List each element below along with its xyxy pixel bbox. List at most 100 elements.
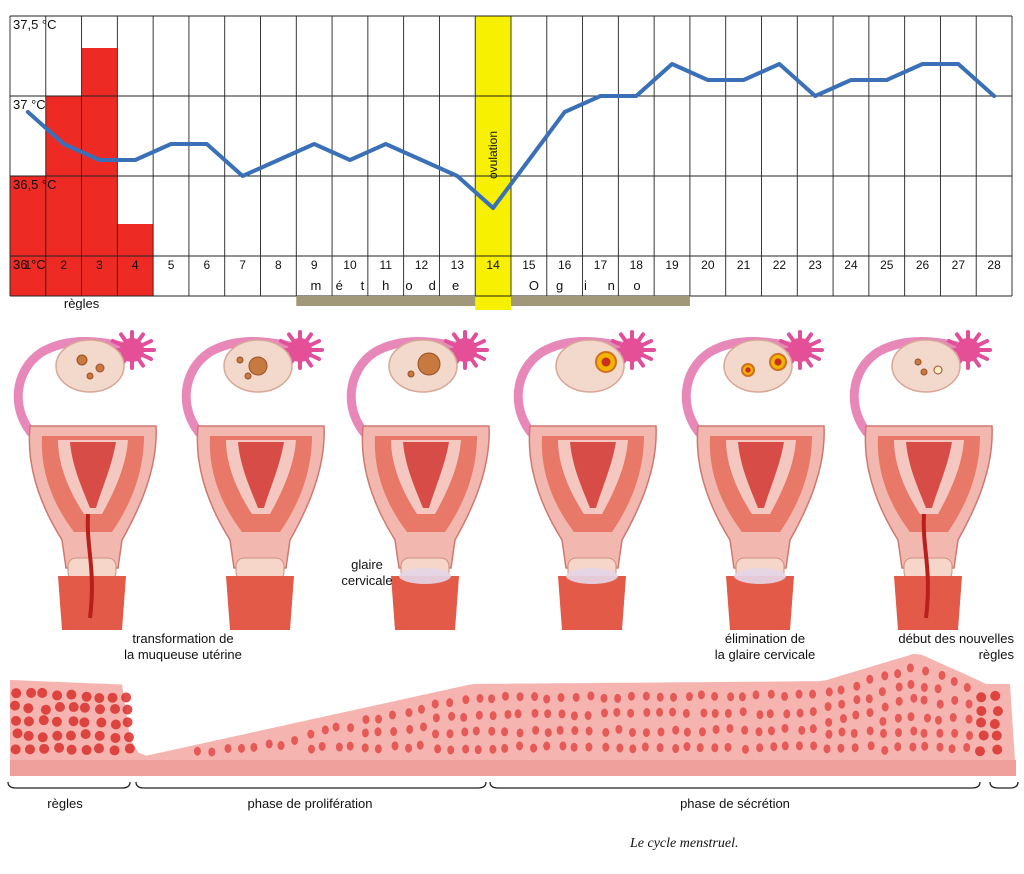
endometrial-gland: [37, 732, 48, 743]
endometrial-gland: [879, 716, 887, 726]
endometrial-gland: [37, 687, 48, 698]
temperature-tick-label: 36 °C: [13, 257, 46, 272]
phase-bracket: [989, 781, 1019, 789]
endometrial-gland: [837, 743, 845, 753]
endometrium-layer: [10, 653, 1016, 776]
endometrial-gland: [448, 711, 456, 721]
endometrial-gland: [23, 703, 34, 714]
endometrial-gland: [462, 744, 470, 754]
glaire-cervicale-label: glaire cervicale: [341, 557, 393, 588]
endometrial-gland: [122, 704, 133, 715]
endometrial-gland: [557, 693, 565, 703]
ovary-uterus-illustration: [681, 330, 825, 630]
endometrial-gland: [361, 728, 369, 738]
day-label: 18: [630, 258, 644, 272]
day-label: 2: [60, 258, 67, 272]
endometrial-gland: [767, 689, 775, 699]
endometrial-gland: [391, 741, 399, 751]
endometrial-gland: [992, 706, 1003, 717]
endometrial-gland: [711, 691, 719, 701]
endometrial-gland: [224, 743, 232, 753]
endometrial-gland: [921, 741, 929, 751]
endometrial-gland: [696, 743, 704, 753]
endometrial-gland: [629, 744, 637, 754]
endometrial-gland: [446, 729, 454, 739]
endometrial-gland: [472, 726, 480, 736]
endometrial-gland: [672, 725, 680, 735]
ovary: [891, 339, 961, 393]
endometrial-gland: [291, 735, 299, 745]
endometrial-gland: [642, 728, 650, 738]
endometrial-gland: [501, 691, 509, 701]
endometrial-gland: [434, 744, 442, 754]
endometrial-gland: [122, 717, 133, 728]
endometrial-gland: [446, 698, 454, 708]
endometrial-gland: [460, 712, 468, 722]
endometrial-gland: [9, 700, 20, 711]
endometrial-gland: [656, 707, 664, 717]
endometrial-gland: [10, 744, 21, 755]
endometrial-gland: [208, 747, 216, 757]
phase-secretion-label: phase de sécrétion: [680, 796, 790, 811]
ovulation-label: ovulation: [486, 131, 500, 179]
endometrial-gland: [770, 742, 778, 752]
endometrial-gland: [823, 744, 831, 754]
endometrial-gland: [432, 729, 440, 739]
endometrial-gland: [963, 683, 971, 693]
endometrial-gland: [853, 695, 861, 705]
endometrial-gland: [109, 745, 120, 756]
endometrial-gland: [81, 691, 92, 702]
endometrial-gland: [697, 690, 705, 700]
follicle: [95, 363, 105, 373]
endometrial-gland: [810, 741, 818, 751]
day-label: 10: [343, 258, 357, 272]
menses-bar: [45, 96, 82, 296]
endometrial-gland: [193, 746, 201, 756]
endometrial-gland: [756, 743, 764, 753]
endometrial-gland: [601, 708, 609, 718]
endometrial-gland: [950, 676, 958, 686]
method-letter: i: [584, 278, 587, 293]
endometrial-gland: [26, 687, 37, 698]
endometrial-gland: [739, 707, 747, 717]
endometrial-gland: [838, 699, 846, 709]
endometrial-gland: [838, 727, 846, 737]
method-letter: m: [311, 278, 322, 293]
day-label: 7: [239, 258, 246, 272]
follicle: [920, 368, 928, 376]
endometrial-gland: [556, 725, 564, 735]
endometrial-gland: [809, 724, 817, 734]
temperature-tick-label: 36,5 °C: [13, 177, 57, 192]
endometrial-gland: [110, 732, 121, 743]
method-letter: g: [556, 278, 563, 293]
corpus-luteum-center: [745, 367, 751, 373]
endometrial-gland: [657, 727, 665, 737]
day-label: 14: [486, 258, 500, 272]
endometrial-gland: [501, 727, 509, 737]
day-label: 19: [665, 258, 679, 272]
endometrial-gland: [627, 691, 635, 701]
day-label: 15: [522, 258, 536, 272]
fimbria-core: [620, 338, 644, 362]
endometrial-gland: [656, 692, 664, 702]
endometrial-gland: [700, 708, 708, 718]
menses-label: règles: [64, 296, 100, 310]
corpus-luteum-center: [601, 357, 611, 367]
endometrial-gland: [347, 723, 355, 733]
method-letter: e: [452, 278, 459, 293]
endometrial-gland: [881, 671, 889, 681]
ovary-uterus-illustration: [13, 330, 157, 630]
day-label: 16: [558, 258, 572, 272]
endometrial-gland: [420, 722, 428, 732]
endometrial-gland: [585, 742, 593, 752]
day-label: 24: [844, 258, 858, 272]
endometrial-gland: [672, 744, 680, 754]
endometrial-gland: [923, 713, 931, 723]
uterine-cavity: [70, 442, 116, 508]
endometrial-gland: [934, 715, 942, 725]
day-label: 9: [311, 258, 318, 272]
endometrial-gland: [107, 692, 118, 703]
figure-caption: Le cycle menstruel.: [630, 836, 739, 851]
temperature-tick-label: 37,5 °C: [13, 17, 57, 32]
